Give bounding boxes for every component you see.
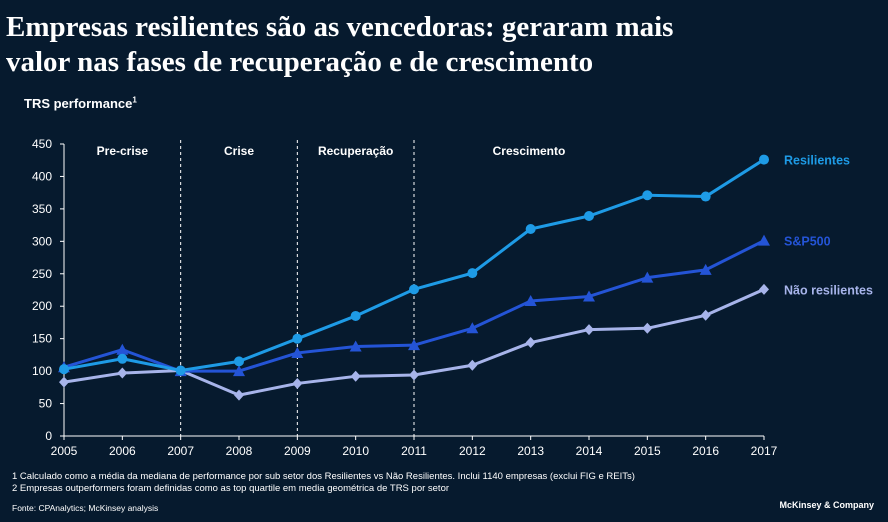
chart-title: Empresas resilientes são as vencedoras: … [6,10,876,80]
x-tick-label: 2010 [342,444,369,458]
y-axis-label-text: TRS performance [24,96,133,111]
data-point [642,322,653,334]
data-point [467,359,478,371]
footnotes: 1 Calculado como a média da mediana de p… [12,471,635,495]
x-tick-label: 2007 [167,444,194,458]
y-axis-label-footnote-marker: 1 [132,95,137,105]
data-point [641,271,654,283]
data-point [758,234,770,246]
data-point [409,369,419,381]
y-tick-label: 0 [45,429,52,443]
data-point [525,337,536,349]
phase-label: Crescimento [493,144,566,158]
x-tick-label: 2017 [751,444,778,458]
data-point [409,284,419,295]
x-tick-label: 2016 [692,444,719,458]
data-point [175,365,186,376]
data-point [642,190,653,201]
data-point [233,365,245,377]
footnote-1: 1 Calculado como a média da mediana de p… [12,471,635,482]
phase-label: Recuperação [318,144,393,158]
title-line-2: valor nas fases de recuperação e de cres… [6,46,594,78]
data-point [524,295,537,307]
data-point [700,309,711,321]
data-point [466,322,479,334]
brand-logo-text: McKinsey & Company [779,500,874,510]
data-point [584,211,594,222]
x-tick-label: 2009 [284,444,311,458]
data-point [350,370,361,382]
y-tick-label: 350 [32,202,52,216]
phase-label: Crise [224,144,254,158]
data-point [350,310,361,321]
data-point [234,356,244,367]
title-line-1: Empresas resilientes são as vencedoras: … [6,11,674,43]
footnote-2: 2 Empresas outperformers foram definidas… [12,483,450,494]
series-end-label: Resilientes [784,154,850,168]
source-note: Fonte: CPAnalytics; McKinsey analysis [12,503,159,513]
data-point [292,333,303,344]
x-tick-label: 2008 [226,444,253,458]
data-point [584,324,594,336]
data-point [583,290,595,302]
y-tick-label: 400 [32,169,52,183]
data-point [699,263,712,275]
x-tick-label: 2014 [576,444,603,458]
data-point [59,376,69,388]
y-tick-label: 250 [32,267,52,281]
data-point [291,346,304,358]
data-point [525,224,536,235]
x-tick-label: 2012 [459,444,486,458]
data-point [234,389,244,401]
data-point [349,340,362,352]
series-end-label: S&P500 [784,235,831,249]
y-tick-label: 50 [39,397,53,411]
data-point [117,353,128,364]
data-point [759,154,769,165]
data-point [700,191,711,202]
x-tick-label: 2011 [401,444,427,458]
data-point [292,377,303,389]
y-tick-label: 450 [32,137,52,151]
y-tick-label: 100 [32,364,52,378]
data-point [59,364,69,375]
data-point [408,339,420,351]
line-chart: 0 50 100 150 200 250 300 350 400 450 2005 2006 2007 2… [32,137,873,458]
y-tick-label: 300 [32,234,52,248]
data-point [116,343,129,355]
x-tick-label: 2013 [517,444,544,458]
data-point [759,283,769,295]
phase-label: Pre-crise [97,144,149,158]
x-tick-label: 2005 [51,444,78,458]
x-tick-label: 2006 [109,444,136,458]
y-tick-label: 150 [32,332,52,346]
x-tick-label: 2015 [634,444,661,458]
y-tick-label: 200 [32,299,52,313]
data-point [467,268,478,279]
series-end-label: Não resilientes [784,283,873,297]
data-point [117,367,128,379]
y-axis-label: TRS performance1 [24,96,137,111]
